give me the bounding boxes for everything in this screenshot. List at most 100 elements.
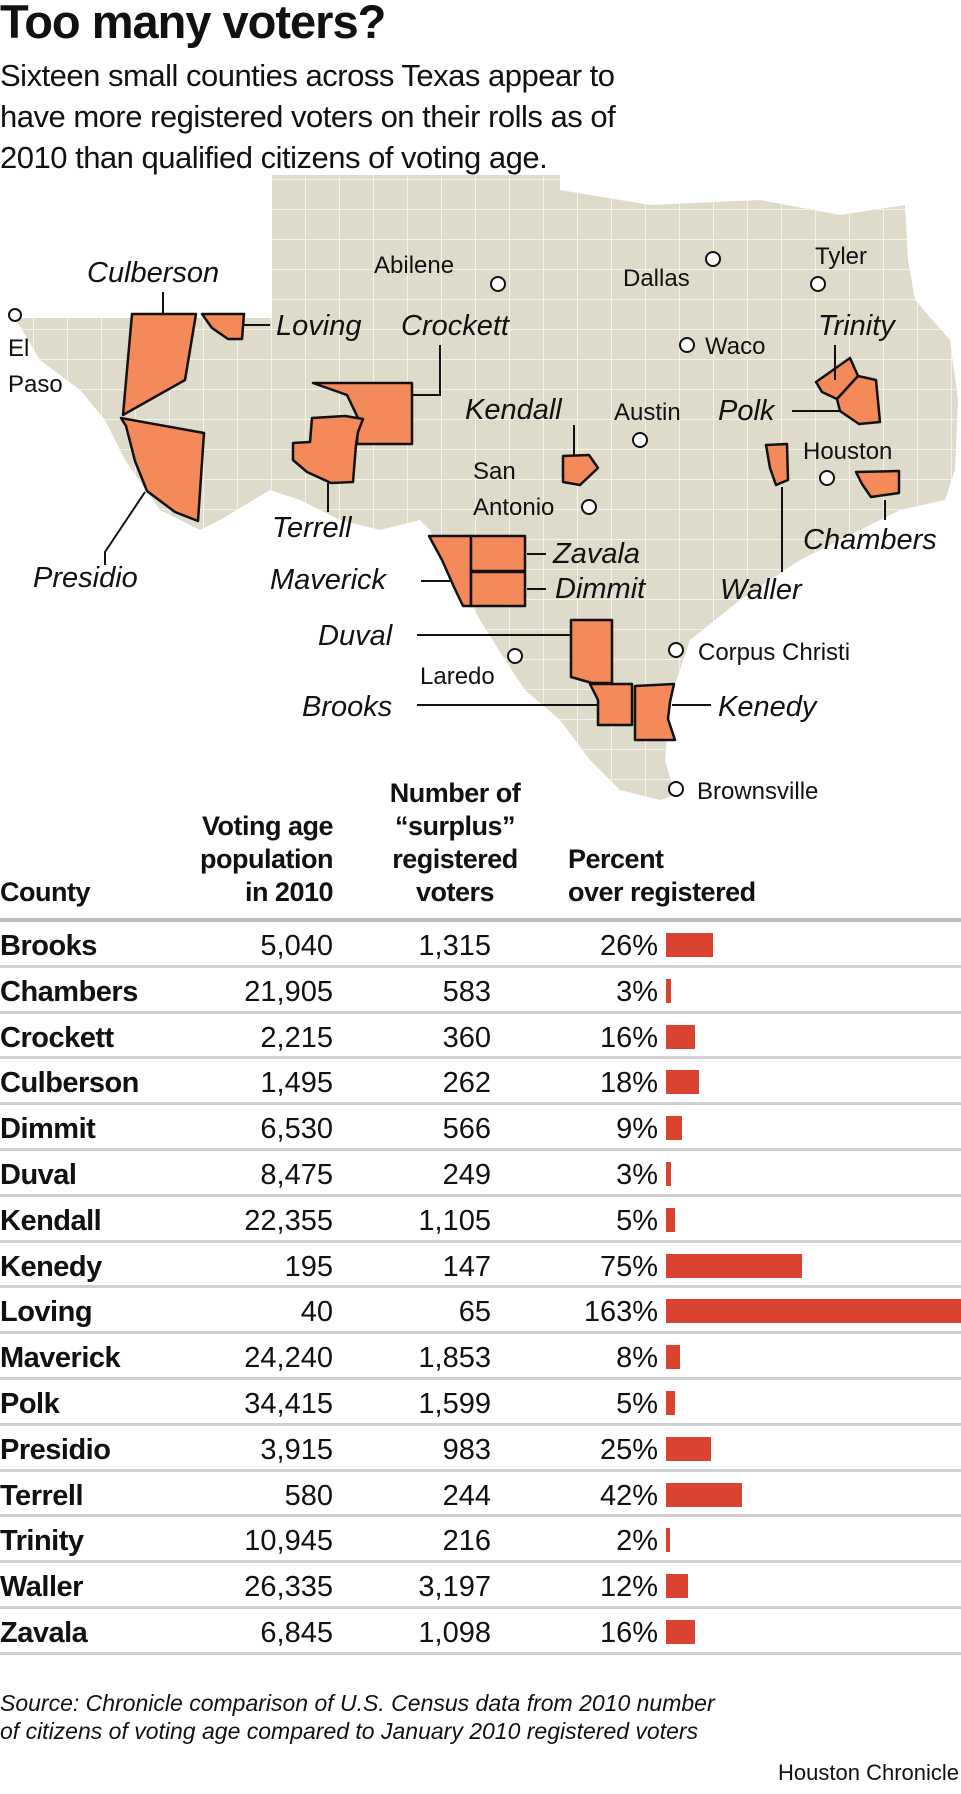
- county-label: Culberson: [87, 257, 219, 289]
- county-label: Brooks: [302, 691, 392, 723]
- row-divider: [0, 1056, 961, 1060]
- header-line: registered: [392, 844, 518, 874]
- row-divider: [0, 1285, 961, 1289]
- percent-bar: [666, 1253, 802, 1278]
- county-shape-kenedy: [633, 682, 677, 742]
- voting-age-population: 6,845: [260, 1617, 333, 1649]
- credit: Houston Chronicle: [778, 1760, 959, 1785]
- city-marker-abilene: [490, 276, 506, 292]
- county-shape-dimmit: [469, 570, 527, 608]
- table-row: Trinity 10,945 216 2%: [0, 1517, 961, 1563]
- county-label: Terrell: [272, 512, 353, 544]
- surplus-voters: 1,599: [418, 1388, 491, 1420]
- county-name: Brooks: [0, 930, 97, 962]
- header-county: County: [0, 877, 90, 907]
- percent-bar: [666, 978, 672, 1003]
- voting-age-population: 40: [300, 1296, 333, 1329]
- city-marker-houston: [819, 470, 835, 486]
- row-divider: [0, 1331, 961, 1335]
- page-title: Too many voters?: [0, 0, 386, 48]
- table-row: Duval 8,475 249 3%: [0, 1151, 961, 1197]
- county-name: Duval: [0, 1159, 77, 1191]
- row-divider: [0, 1102, 961, 1106]
- voting-age-population: 34,415: [244, 1388, 333, 1420]
- county-shape-culberson: [121, 312, 198, 417]
- county-name: Zavala: [0, 1617, 88, 1649]
- percent-bar: [666, 933, 714, 957]
- city-label: Laredo: [420, 663, 495, 690]
- table-row: Brooks 5,040 1,315 26%: [0, 922, 961, 968]
- voting-age-population: 10,945: [244, 1525, 333, 1558]
- county-name: Kendall: [0, 1204, 102, 1237]
- voting-age-population: 580: [284, 1479, 333, 1512]
- table-row: Terrell 580 244 42%: [0, 1472, 961, 1518]
- texas-map: El Paso Abilene Dallas Tyler Waco Austin…: [8, 175, 958, 805]
- voting-age-population: 5,040: [260, 930, 333, 962]
- table-row: Presidio 3,915 983 25%: [0, 1426, 961, 1472]
- row-divider: [0, 964, 961, 968]
- city-label: San: [473, 458, 516, 485]
- surplus-voters: 249: [442, 1159, 491, 1191]
- county-shape-terrell: [291, 414, 365, 485]
- surplus-voters: 566: [442, 1113, 491, 1146]
- voting-age-population: 2,215: [260, 1021, 333, 1054]
- table-row: Dimmit 6,530 566 9%: [0, 1105, 961, 1151]
- surplus-voters: 1,105: [418, 1204, 491, 1237]
- county-shape-loving: [200, 312, 246, 341]
- city-label: Dallas: [623, 265, 690, 292]
- city-label: Abilene: [374, 252, 454, 279]
- percent-bar: [666, 1024, 695, 1049]
- voting-age-population: 195: [284, 1250, 333, 1283]
- percent-bar: [666, 1391, 676, 1415]
- county-label: Waller: [720, 574, 803, 606]
- city-label: Antonio: [473, 494, 554, 521]
- percent-bar: [666, 1070, 699, 1095]
- city-label: Brownsville: [697, 778, 818, 805]
- county-name: Crockett: [0, 1021, 114, 1054]
- percent-label: 2%: [616, 1525, 658, 1558]
- percent-label: 5%: [616, 1204, 658, 1237]
- percent-bar: [666, 1620, 695, 1644]
- county-name: Dimmit: [0, 1113, 96, 1146]
- row-divider: [0, 1148, 961, 1151]
- surplus-voters: 1,315: [418, 930, 491, 962]
- county-name: Presidio: [0, 1433, 111, 1466]
- county-grid: [15, 175, 958, 800]
- header-line: Voting age: [201, 811, 334, 841]
- percent-label: 26%: [599, 930, 658, 962]
- percent-label: 8%: [616, 1342, 658, 1375]
- county-shape-waller: [764, 442, 790, 487]
- county-shape-kendall: [561, 453, 600, 487]
- county-shape-zavala: [469, 534, 527, 573]
- percent-bar: [666, 1345, 681, 1370]
- county-label: Polk: [718, 395, 776, 427]
- percent-label: 16%: [599, 1021, 658, 1054]
- row-divider: [0, 1606, 961, 1609]
- surplus-voters: 1,098: [418, 1617, 491, 1649]
- percent-bar: [666, 1162, 672, 1186]
- table-row: Loving 40 65 163%: [0, 1288, 961, 1334]
- header-line: over registered: [568, 877, 756, 907]
- texas-outline: [15, 175, 958, 800]
- percent-label: 18%: [599, 1067, 658, 1100]
- surplus-voters: 216: [442, 1525, 491, 1558]
- county-shape-brooks: [588, 682, 634, 727]
- percent-bar: [666, 1528, 670, 1553]
- subtitle-line: 2010 than qualified citizens of voting a…: [0, 140, 548, 175]
- city-marker-austin: [632, 432, 648, 448]
- voting-age-population: 26,335: [244, 1571, 333, 1604]
- county-name: Maverick: [0, 1342, 121, 1375]
- county-label: Trinity: [818, 310, 896, 342]
- city-label: Austin: [614, 399, 681, 426]
- county-name: Kenedy: [0, 1250, 102, 1283]
- county-label: Zavala: [552, 538, 640, 570]
- row-divider: [0, 1651, 961, 1655]
- percent-label: 3%: [616, 1159, 658, 1191]
- percent-label: 3%: [616, 975, 658, 1008]
- county-label: Duval: [318, 620, 394, 652]
- county-label: Maverick: [270, 564, 388, 596]
- source-note: of citizens of voting age compared to Ja…: [0, 1718, 699, 1744]
- header-percent-over: Percent over registered: [568, 843, 756, 909]
- city-marker-brownsville: [668, 781, 684, 797]
- source-note: Source: Chronicle comparison of U.S. Cen…: [0, 1690, 715, 1716]
